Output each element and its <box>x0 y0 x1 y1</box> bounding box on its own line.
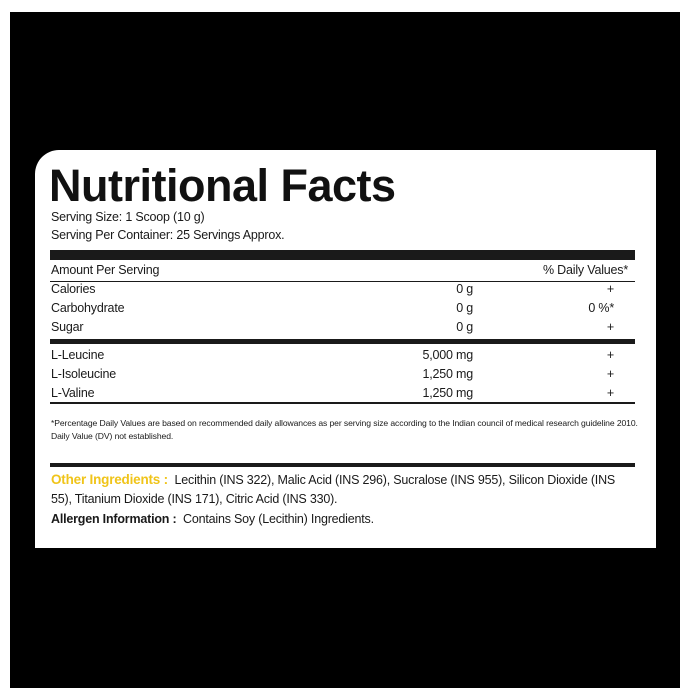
nutrition-card: Nutritional Facts Serving Size: 1 Scoop … <box>35 150 656 548</box>
nutrient-name: Carbohydrate <box>51 301 125 315</box>
nutrient-daily-value: + <box>606 367 614 381</box>
footnote: *Percentage Daily Values are based on re… <box>51 418 638 441</box>
nutrient-row: L-Valine 1,250 mg + <box>51 386 614 404</box>
nutrient-amount: 0 g <box>456 301 473 315</box>
nutrient-name: L-Valine <box>51 386 95 400</box>
thick-rule <box>50 250 635 260</box>
title: Nutritional Facts <box>49 160 396 211</box>
servings-per-container: Serving Per Container: 25 Servings Appro… <box>51 228 285 242</box>
serving-size: Serving Size: 1 Scoop (10 g) <box>51 210 205 224</box>
nutrient-daily-value: 0 %* <box>588 301 614 315</box>
nutrient-daily-value: + <box>606 320 614 334</box>
nutrient-amount: 5,000 mg <box>422 348 473 362</box>
nutrient-name: L-Leucine <box>51 348 105 362</box>
allergen: Allergen Information : Contains Soy (Lec… <box>51 512 374 526</box>
allergen-label: Allergen Information : <box>51 512 177 526</box>
header-daily-value: % Daily Values* <box>542 263 628 277</box>
nutrient-amount: 1,250 mg <box>422 367 473 381</box>
nutrient-name: Calories <box>51 282 96 296</box>
nutrient-daily-value: + <box>606 282 614 296</box>
header-amount: Amount Per Serving <box>51 263 160 277</box>
nutrient-amount: 0 g <box>456 282 473 296</box>
nutrient-amount: 1,250 mg <box>422 386 473 400</box>
medium-rule <box>50 463 635 467</box>
rule <box>50 281 635 282</box>
nutrient-amount: 0 g <box>456 320 473 334</box>
nutrient-row: L-Isoleucine 1,250 mg + <box>51 367 614 385</box>
nutrient-row: Carbohydrate 0 g 0 %* <box>51 301 614 319</box>
nutrient-name: Sugar <box>51 320 84 334</box>
other-ingredients-label: Other Ingredients : <box>51 472 168 487</box>
nutrient-name: L-Isoleucine <box>51 367 117 381</box>
other-ingredients-text: Lecithin (INS 322), Malic Acid (INS 296)… <box>51 473 616 506</box>
nutrient-row: Calories 0 g + <box>51 282 614 300</box>
nutrient-daily-value: + <box>606 386 614 400</box>
other-ingredients: Other Ingredients : Lecithin (INS 322), … <box>51 470 631 509</box>
rule <box>50 402 635 404</box>
medium-rule <box>50 339 635 344</box>
header-row: Amount Per Serving % Daily Values* <box>51 263 628 281</box>
nutrient-row: L-Leucine 5,000 mg + <box>51 348 614 366</box>
allergen-text: Contains Soy (Lecithin) Ingredients. <box>183 512 374 526</box>
nutrient-row: Sugar 0 g + <box>51 320 614 338</box>
nutrient-daily-value: + <box>606 348 614 362</box>
